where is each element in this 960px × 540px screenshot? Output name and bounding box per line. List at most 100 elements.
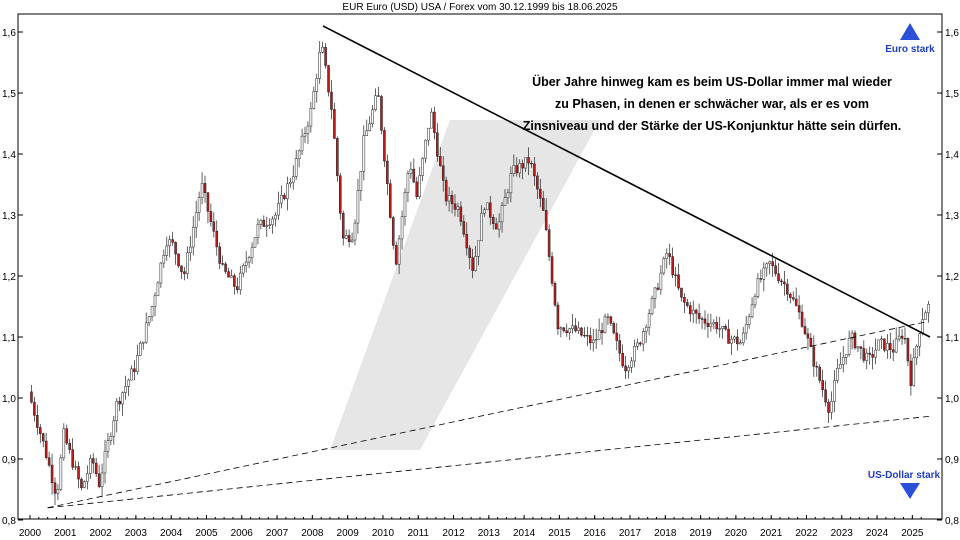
candle-down-body [780,280,783,283]
candle [844,354,848,365]
candle-down-body [680,287,683,298]
candle-up-body [368,123,371,132]
candle [915,344,919,366]
candle-up-body [191,226,195,248]
candle-down-body [783,281,786,285]
candle [39,424,42,444]
candle [547,224,551,262]
candle-up-body [730,338,733,344]
candle [518,159,521,178]
candle [89,454,92,479]
candle [839,352,842,369]
candle-up-body [230,275,233,278]
candle-up-body [89,458,92,474]
candle [471,248,474,279]
candle-up-body [356,190,360,224]
candle-up-body [291,176,295,183]
candle-up-body [912,357,916,386]
candle [927,300,930,323]
y-tick-label: 1,5 [945,89,959,100]
candle-up-body [100,472,104,487]
x-tick-label: 2000 [19,528,42,539]
x-tick-label: 2001 [54,528,77,539]
candle-up-body [353,222,357,241]
candle-up-body [153,295,157,307]
candle-up-body [312,91,316,109]
candle [794,287,798,307]
candle [353,219,357,246]
candle-up-body [424,139,427,159]
candle-up-body [509,173,513,194]
candle-up-body [200,183,204,198]
candle-down-body [786,283,789,295]
candle [921,307,924,336]
candle [768,260,771,275]
candle-down-body [821,380,824,391]
candle [480,205,483,242]
candle [91,453,95,474]
candle-down-body [283,195,286,199]
candle [271,216,274,234]
x-tick-label: 2018 [654,528,677,539]
candle-up-body [106,440,110,452]
candle-down-body [697,313,701,319]
candle [450,190,454,214]
candle-down-body [133,368,136,372]
candle [512,154,516,177]
annotation-line-1: Über Jahre hinweg kam es beim US-Dollar … [532,74,892,89]
candle [800,304,804,329]
candle-down-body [624,365,627,372]
candle [53,477,57,506]
candle [636,338,639,350]
candle-up-body [400,216,404,240]
candle [544,198,548,232]
candle [50,453,54,495]
candle [383,127,386,168]
candle-up-body [665,253,669,259]
candle-down-body [589,335,592,344]
candle-up-body [844,354,848,358]
candle [586,326,589,347]
x-tick-label: 2015 [548,528,571,539]
candle-down-body [609,316,613,324]
candle [524,157,527,172]
candle-up-body [636,342,639,347]
candle-down-body [441,165,445,181]
candle-up-body [247,257,251,263]
candle [197,191,201,222]
candle-up-body [571,325,574,329]
candle [312,86,316,110]
candle-up-body [189,246,192,253]
candle-down-body [541,197,545,211]
candle-down-body [33,401,36,416]
candle-down-body [330,91,333,110]
candle [447,186,451,212]
candle [591,328,595,352]
candle-up-body [321,46,324,53]
candle [277,191,280,220]
candle-up-body [500,205,504,223]
candle [683,293,686,313]
candle [359,171,363,201]
candle-down-body [80,478,83,488]
candle-down-body [791,297,795,300]
candle-up-body [265,225,269,227]
candle-up-body [250,246,254,258]
x-tick-label: 2008 [301,528,324,539]
candle [630,357,633,373]
candle-up-body [768,261,771,265]
candle [836,358,839,384]
candle-down-body [639,342,642,345]
candle-up-body [559,327,563,330]
candle [494,217,498,230]
x-tick-label: 2014 [513,528,536,539]
candle [459,201,463,227]
candle [441,156,445,192]
candle-up-body [627,367,630,372]
candle-up-body [280,195,283,204]
y-axis-left: 0,8 0,9 1,0 1,1 1,2 1,3 1,4 1,5 1,6 [2,28,23,527]
candle [803,318,807,336]
candle [650,295,654,316]
candle [862,340,866,363]
candle-down-body [233,275,236,287]
